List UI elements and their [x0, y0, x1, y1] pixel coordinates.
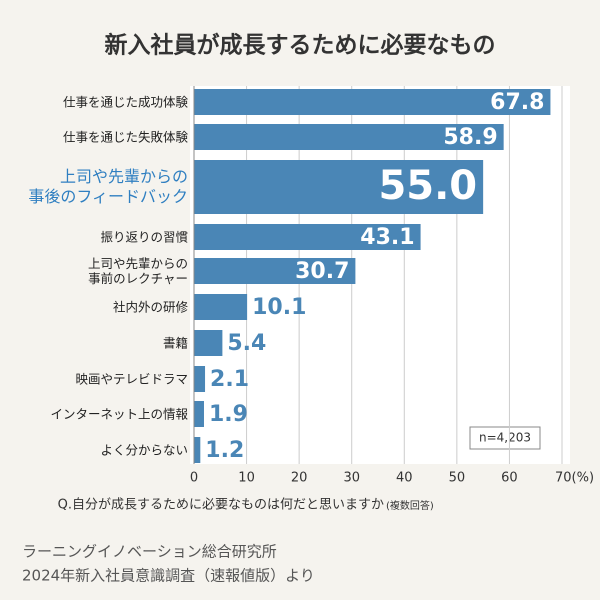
value-label: 2.1	[210, 367, 249, 392]
bar	[194, 330, 223, 356]
value-label: 67.8	[490, 90, 544, 115]
category-label: 仕事を通じた成功体験	[62, 94, 188, 110]
value-label: 43.1	[360, 225, 414, 250]
category-label: インターネット上の情報	[50, 406, 188, 422]
value-label: 1.2	[205, 438, 244, 463]
bar	[194, 124, 504, 150]
x-tick-label: 30	[343, 471, 360, 486]
bar	[194, 258, 356, 284]
value-label: 1.9	[209, 402, 248, 427]
category-label: よく分からない	[100, 442, 188, 458]
annotation-box	[469, 426, 541, 450]
x-tick-label: 20	[291, 471, 308, 486]
category-label: 振り返りの習慣	[100, 229, 188, 245]
bar	[194, 366, 206, 392]
source: 2024年新入社員意識調査（速報値版）より	[22, 567, 315, 585]
bar	[194, 437, 201, 463]
category-label: 社内外の研修	[112, 299, 188, 315]
x-tick-label: 70(%)	[555, 471, 594, 486]
x-tick-label: 10	[238, 471, 255, 486]
category-label: 上司や先輩からの 事前のレクチャー	[87, 256, 188, 286]
x-axis-label: Q.自分が成長するために必要なものは何だと思いますか	[58, 497, 384, 513]
value-label: 10.1	[252, 295, 306, 320]
category-label: 書籍	[162, 335, 188, 351]
x-axis-note: (複数回答)	[386, 499, 434, 512]
x-tick-label: 0	[190, 471, 198, 486]
source: ラーニングイノベーション総合研究所	[22, 543, 277, 561]
annotation: n=4,203	[479, 431, 531, 445]
value-label: 5.4	[227, 331, 266, 356]
value-label: 58.9	[443, 125, 497, 150]
value-label: 55.0	[378, 163, 477, 209]
category-label: 映画やテレビドラマ	[75, 371, 188, 387]
bar	[194, 401, 204, 427]
bar	[194, 89, 551, 115]
category-label: 上司や先輩からの 事後のフィードバック	[28, 167, 188, 206]
category-label: 仕事を通じた失敗体験	[62, 129, 188, 145]
chart-title: 新入社員が成長するために必要なもの	[105, 32, 496, 59]
bar	[194, 160, 484, 214]
bar	[194, 294, 248, 320]
x-tick-label: 60	[501, 471, 518, 486]
value-label: 30.7	[295, 259, 349, 284]
x-tick-label: 50	[449, 471, 466, 486]
x-tick-label: 40	[396, 471, 413, 486]
bar	[194, 224, 421, 250]
